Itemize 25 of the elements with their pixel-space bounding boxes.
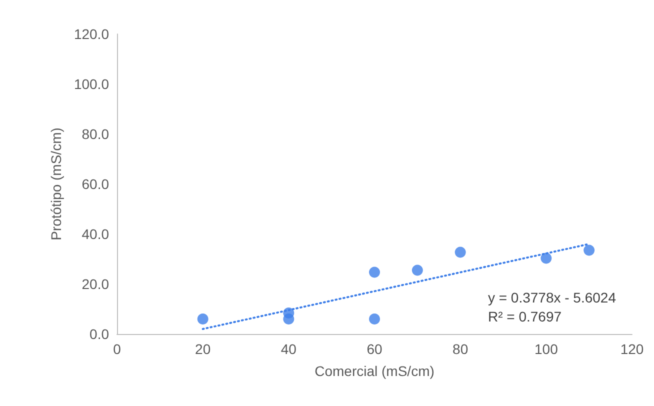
y-axis-title: Protótipo (mS/cm) (48, 128, 64, 240)
point (369, 266, 380, 278)
x-tick-label: 80 (452, 341, 468, 357)
y-tick-label: 60.0 (82, 176, 110, 192)
y-tick-label: 100.0 (74, 76, 110, 92)
x-tick-label: 20 (195, 341, 211, 357)
point (540, 252, 552, 264)
point (412, 264, 423, 276)
point (197, 314, 208, 324)
x-tick-label: 120 (620, 341, 644, 357)
y-tick-label: 120.0 (74, 26, 110, 42)
x-axis-title: Comercial (mS/cm) (314, 363, 434, 379)
x-tick-label: 100 (534, 341, 558, 357)
y-tick-label: 20.0 (82, 276, 110, 292)
point (283, 314, 294, 324)
point (369, 314, 380, 324)
x-tick-label: 0 (113, 341, 122, 357)
y-tick-label: 0.0 (90, 326, 110, 342)
point (584, 244, 595, 256)
y-tick-label: 80.0 (82, 126, 110, 142)
point (454, 246, 466, 258)
annotation: y = 0.3778x - 5.6024 R² = 0.7697 (488, 290, 616, 324)
x-tick-label: 60 (366, 341, 382, 357)
x-tick-label: 40 (280, 341, 297, 357)
y-tick-label: 40.0 (82, 226, 110, 242)
